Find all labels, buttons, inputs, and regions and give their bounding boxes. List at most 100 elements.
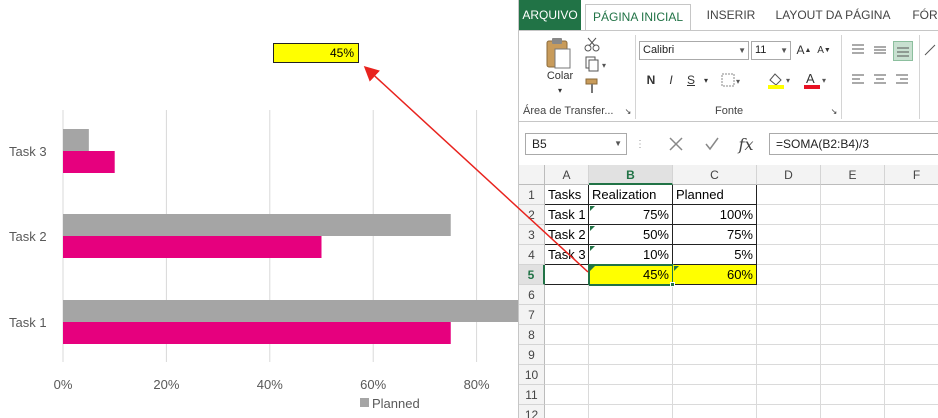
cell-a6[interactable] [545, 285, 589, 305]
row-header-10[interactable]: 10 [519, 365, 545, 385]
tab-formulas[interactable]: FÓR [912, 8, 938, 22]
cell-d12[interactable] [757, 405, 821, 418]
tab-file[interactable]: ARQUIVO [519, 0, 581, 30]
cell-e11[interactable] [821, 385, 885, 405]
column-header-c[interactable]: C [673, 165, 757, 185]
row-header-11[interactable]: 11 [519, 385, 545, 405]
row-header-3[interactable]: 3 [519, 225, 545, 245]
borders-icon[interactable]: ▾ [719, 71, 745, 89]
cell-c11[interactable] [673, 385, 757, 405]
cell-d2[interactable] [757, 205, 821, 225]
row-header-12[interactable]: 12 [519, 405, 545, 418]
insert-function-icon[interactable]: fx [738, 134, 754, 154]
cell-a8[interactable] [545, 325, 589, 345]
drag-handle-icon[interactable]: ⋮ [635, 138, 645, 150]
cell-a7[interactable] [545, 305, 589, 325]
cell-c8[interactable] [673, 325, 757, 345]
row-header-6[interactable]: 6 [519, 285, 545, 305]
font-name-select[interactable]: Calibri ▼ [639, 41, 749, 60]
cell-e12[interactable] [821, 405, 885, 418]
cell-e10[interactable] [821, 365, 885, 385]
cell-c9[interactable] [673, 345, 757, 365]
cell-e5[interactable] [821, 265, 885, 285]
chevron-down-icon[interactable]: ▾ [557, 85, 562, 95]
cell-d5[interactable] [757, 265, 821, 285]
row-header-5[interactable]: 5 [519, 265, 545, 285]
fill-color-icon[interactable]: ▾ [765, 71, 795, 89]
paste-label[interactable]: Colar [546, 70, 574, 82]
tab-page-layout[interactable]: LAYOUT DA PÁGINA [775, 8, 891, 22]
orientation-icon[interactable] [923, 41, 937, 59]
cell-d10[interactable] [757, 365, 821, 385]
font-size-select[interactable]: 11 ▼ [751, 41, 791, 60]
confirm-icon[interactable] [701, 134, 723, 154]
formula-input[interactable]: =SOMA(B2:B4)/3 [769, 133, 938, 155]
callout-value-box[interactable]: 45% [273, 43, 359, 63]
cell-d9[interactable] [757, 345, 821, 365]
align-top-icon[interactable] [849, 41, 867, 59]
cell-d3[interactable] [757, 225, 821, 245]
cell-f3[interactable] [885, 225, 938, 245]
cell-d8[interactable] [757, 325, 821, 345]
cell-b3[interactable]: 50% [589, 225, 673, 245]
cell-a12[interactable] [545, 405, 589, 418]
cell-e3[interactable] [821, 225, 885, 245]
italic-button[interactable]: I [669, 73, 673, 87]
cell-f12[interactable] [885, 405, 938, 418]
cell-a11[interactable] [545, 385, 589, 405]
row-header-1[interactable]: 1 [519, 185, 545, 205]
underline-button[interactable]: S [686, 73, 695, 87]
cell-a3[interactable]: Task 2 [545, 225, 589, 245]
cut-icon[interactable] [583, 35, 601, 53]
cell-f4[interactable] [885, 245, 938, 265]
cell-d7[interactable] [757, 305, 821, 325]
column-header-a[interactable]: A [545, 165, 589, 185]
paste-button[interactable] [541, 35, 575, 71]
align-bottom-icon[interactable] [893, 41, 913, 61]
cell-a1[interactable]: Tasks [545, 185, 589, 205]
cell-a4[interactable]: Task 3 [545, 245, 589, 265]
font-color-icon[interactable]: A ▾ [801, 71, 831, 89]
cell-b6[interactable] [589, 285, 673, 305]
decrease-font-icon[interactable]: A ▼ [817, 44, 831, 56]
tab-home[interactable]: PÁGINA INICIAL [585, 4, 691, 31]
align-center-icon[interactable] [871, 71, 889, 89]
cell-f5[interactable] [885, 265, 938, 285]
cell-f6[interactable] [885, 285, 938, 305]
cell-b2[interactable]: 75% [589, 205, 673, 225]
bold-button[interactable]: N [646, 73, 656, 87]
column-header-d[interactable]: D [757, 165, 821, 185]
cell-f10[interactable] [885, 365, 938, 385]
row-header-7[interactable]: 7 [519, 305, 545, 325]
cell-b12[interactable] [589, 405, 673, 418]
cell-d1[interactable] [757, 185, 821, 205]
copy-icon[interactable]: ▾ [583, 55, 613, 73]
cell-c12[interactable] [673, 405, 757, 418]
cell-e2[interactable] [821, 205, 885, 225]
cell-c5[interactable]: 60% [673, 265, 757, 285]
cell-b4[interactable]: 10% [589, 245, 673, 265]
cell-f1[interactable] [885, 185, 938, 205]
cell-e4[interactable] [821, 245, 885, 265]
cell-e6[interactable] [821, 285, 885, 305]
cell-d6[interactable] [757, 285, 821, 305]
fill-handle[interactable] [670, 282, 675, 287]
cell-b9[interactable] [589, 345, 673, 365]
align-right-icon[interactable] [893, 71, 911, 89]
cancel-icon[interactable] [665, 134, 687, 154]
cell-b1[interactable]: Realization [589, 185, 673, 205]
align-middle-icon[interactable] [871, 41, 889, 59]
chevron-down-icon[interactable]: ▾ [703, 75, 708, 85]
cell-c3[interactable]: 75% [673, 225, 757, 245]
cell-e8[interactable] [821, 325, 885, 345]
align-left-icon[interactable] [849, 71, 867, 89]
cell-c4[interactable]: 5% [673, 245, 757, 265]
cell-f2[interactable] [885, 205, 938, 225]
cell-c6[interactable] [673, 285, 757, 305]
column-header-b[interactable]: B [589, 165, 673, 185]
cell-c1[interactable]: Planned [673, 185, 757, 205]
cell-f8[interactable] [885, 325, 938, 345]
cell-a9[interactable] [545, 345, 589, 365]
cell-a2[interactable]: Task 1 [545, 205, 589, 225]
name-box[interactable]: B5 ▼ [525, 133, 627, 155]
